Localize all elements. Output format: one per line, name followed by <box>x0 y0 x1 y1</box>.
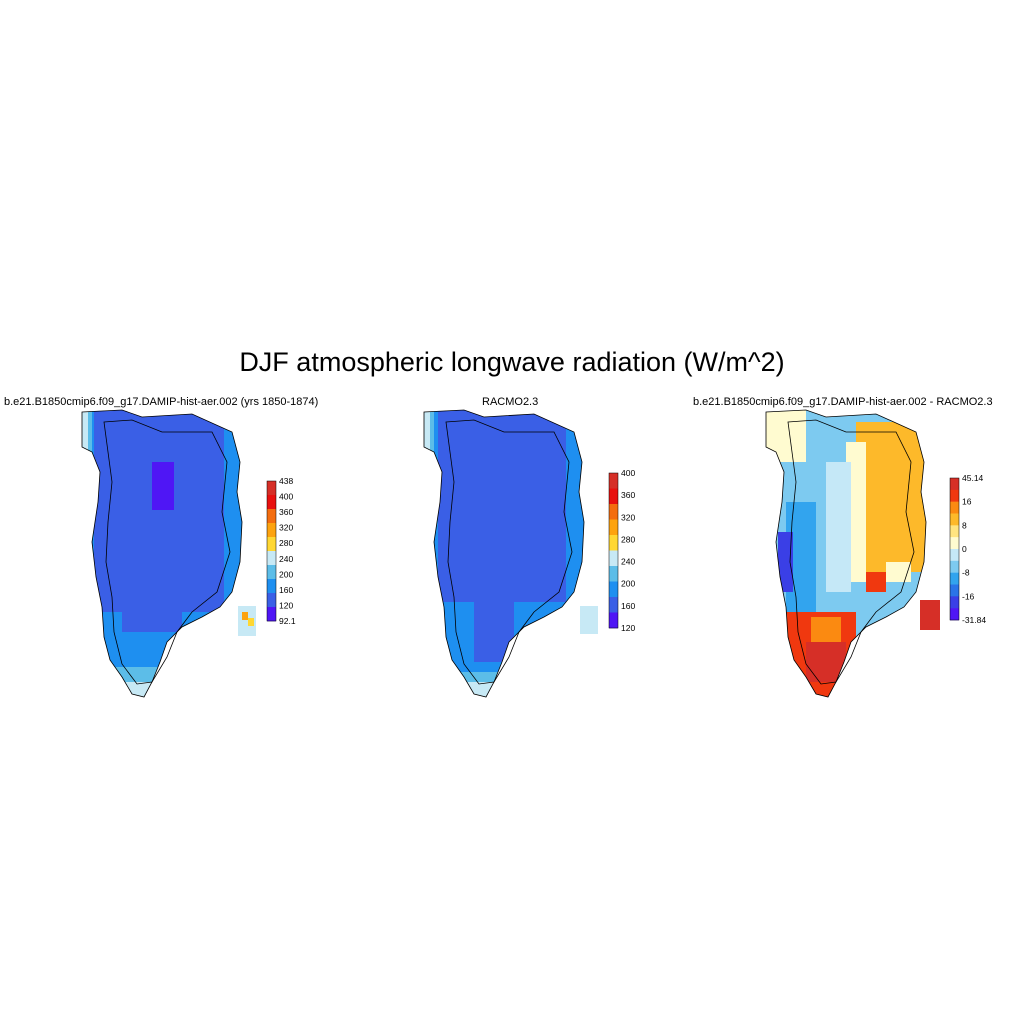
colorbar-label: 45.14 <box>962 473 984 483</box>
colorbar-swatch <box>609 535 618 551</box>
colorbar-swatch <box>267 537 276 552</box>
colorbar-label: 200 <box>279 569 293 579</box>
colorbar-frame <box>266 480 277 622</box>
colorbar-swatch <box>267 579 276 594</box>
panel-title-model: b.e21.B1850cmip6.f09_g17.DAMIP-hist-aer.… <box>4 396 319 408</box>
colorbar-swatch <box>609 519 618 536</box>
colorbar-swatch <box>609 597 618 613</box>
colorbar-swatch <box>267 523 276 538</box>
colorbar-swatch <box>267 551 276 566</box>
colorbar-label: -31.84 <box>962 615 986 625</box>
colorbar-racmo: 400 360 320 280 240 200 160 120 <box>608 468 635 633</box>
colorbar-swatch <box>609 581 618 598</box>
colorbar-label: 360 <box>279 507 293 517</box>
map-panel-model <box>81 409 256 698</box>
colorbar-label: 240 <box>621 557 635 567</box>
colorbar-swatch <box>950 584 959 597</box>
colorbar-label: 280 <box>279 538 293 548</box>
colorbar-frame <box>608 472 619 629</box>
colorbar-label: 160 <box>621 601 635 611</box>
colorbar-swatch <box>950 478 959 491</box>
colorbar-label: 8 <box>962 520 967 530</box>
colorbar-frame <box>949 477 960 621</box>
colorbar-swatch <box>267 509 276 524</box>
colorbar-label: 120 <box>621 623 635 633</box>
colorbar-swatch <box>950 537 959 550</box>
colorbar-label: -16 <box>962 591 975 601</box>
colorbar-swatch <box>267 495 276 510</box>
colorbar-swatch <box>950 572 959 585</box>
colorbar-swatch <box>950 596 959 609</box>
colorbar-label: 320 <box>621 512 635 522</box>
colorbar-swatch <box>950 513 959 526</box>
colorbar-swatch <box>950 489 959 502</box>
colorbar-label: 160 <box>279 585 293 595</box>
colorbar-swatch <box>267 607 276 622</box>
colorbar-swatch <box>950 560 959 573</box>
colorbar-label: -8 <box>962 568 970 578</box>
colorbar-swatch <box>609 488 618 505</box>
colorbar-difference: 45.14 16 8 0 -8 -16 -31.84 <box>949 473 986 625</box>
colorbar-swatch <box>950 549 959 562</box>
colorbar-label: 0 <box>962 544 967 554</box>
colorbar-swatch <box>950 608 959 621</box>
figure-title: DJF atmospheric longwave radiation (W/m^… <box>239 347 785 377</box>
colorbar-swatch <box>267 565 276 580</box>
colorbar-swatch <box>609 504 618 520</box>
colorbar-swatch <box>950 501 959 514</box>
colorbar-label: 200 <box>621 579 635 589</box>
colorbar-label: 438 <box>279 476 293 486</box>
colorbar-swatch <box>950 525 959 538</box>
colorbar-swatch <box>267 593 276 608</box>
colorbar-label: 400 <box>279 492 293 502</box>
colorbar-swatch <box>267 481 276 496</box>
colorbar-swatch <box>609 566 618 582</box>
colorbar-label: 400 <box>621 468 635 478</box>
panel-title-difference: b.e21.B1850cmip6.f09_g17.DAMIP-hist-aer.… <box>693 396 993 408</box>
colorbar-label: 320 <box>279 523 293 533</box>
colorbar-label: 280 <box>621 534 635 544</box>
panel-title-racmo: RACMO2.3 <box>482 396 539 408</box>
colorbar-swatch <box>609 550 618 567</box>
colorbar-label: 240 <box>279 554 293 564</box>
colorbar-swatch <box>609 612 618 629</box>
map-panel-difference <box>765 409 940 698</box>
colorbar-swatch <box>609 473 618 489</box>
colorbar-model: 438 400 360 320 280 240 200 160 120 92.1 <box>266 476 296 626</box>
colorbar-label: 120 <box>279 600 293 610</box>
colorbar-label: 16 <box>962 497 972 507</box>
colorbar-label: 360 <box>621 490 635 500</box>
colorbar-label: 92.1 <box>279 616 296 626</box>
map-panel-racmo <box>423 409 598 698</box>
